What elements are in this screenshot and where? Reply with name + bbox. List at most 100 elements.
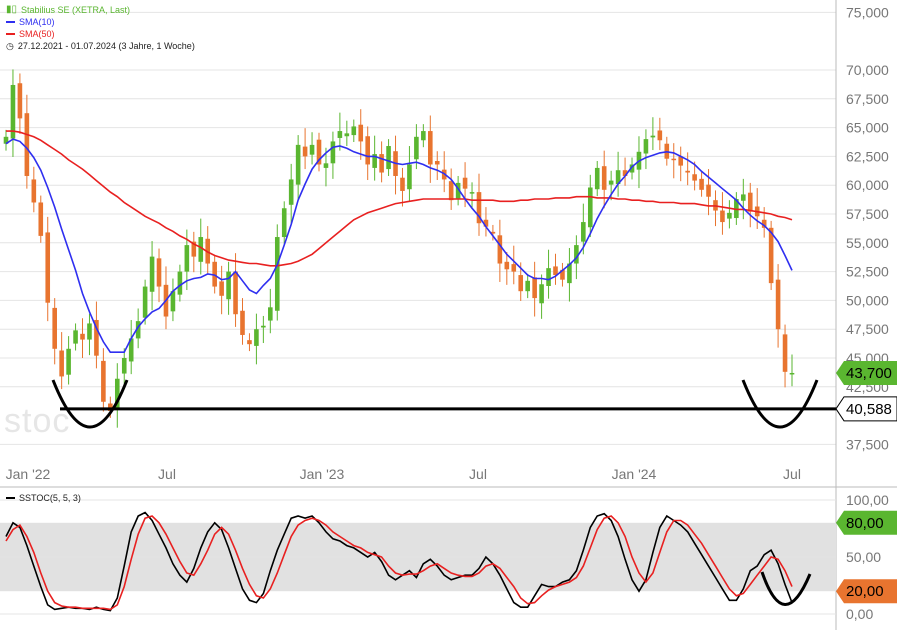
stochastic-gridlines: [0, 499, 836, 615]
candle-body: [761, 219, 767, 228]
candle-body: [720, 210, 725, 223]
candle-body: [3, 136, 9, 144]
candle-body: [80, 333, 85, 340]
candle-body: [108, 403, 113, 411]
candle-body: [400, 177, 405, 191]
candle-body: [330, 141, 336, 164]
candle-body: [643, 139, 649, 154]
price-tick-label: 70,000: [846, 62, 889, 78]
candle-body: [17, 83, 23, 119]
candle-body: [741, 194, 746, 201]
candle-body: [518, 275, 524, 292]
legend-symbol-label: Stabilius SE (XETRA, Last): [21, 5, 131, 15]
candle-body: [268, 307, 273, 321]
price-tick-label: 47,500: [846, 321, 889, 337]
last-price-badge-bg: [836, 360, 897, 385]
candle-body: [170, 291, 176, 312]
candle-body: [87, 323, 92, 340]
candle-body: [295, 144, 301, 185]
price-candles: [3, 69, 795, 428]
candle-body: [184, 245, 190, 272]
candle-body: [434, 161, 440, 165]
candle-body: [706, 184, 711, 197]
price-tick-label: 55,000: [846, 235, 889, 251]
candle-body: [657, 130, 663, 141]
candle-body: [316, 139, 322, 165]
candle-body: [594, 167, 600, 190]
candle-body: [288, 179, 294, 205]
candle-body: [567, 263, 572, 284]
candle-body: [504, 261, 510, 270]
axis-labels: 75,000 70,000 67,500 65,000 62,500 60,000 57,5…: [6, 4, 897, 622]
clock-icon: ◷: [6, 41, 14, 51]
candle-body: [629, 164, 635, 173]
oversold-badge-bg: [836, 579, 897, 604]
price-tick-label: 57,500: [846, 206, 889, 222]
last-price-badge-label: 43,700: [846, 365, 892, 382]
legend-sma10-label: SMA(10): [19, 17, 55, 27]
candle-body: [448, 181, 454, 201]
candle-body: [128, 338, 134, 362]
candle-body: [372, 154, 377, 168]
candle-body: [219, 281, 224, 296]
bowl-annotation-left: [51, 379, 129, 429]
sstoc-swatch: [6, 497, 15, 499]
legend-period-label: 27.12.2021 - 01.07.2024 (3 Jahre, 1 Woch…: [17, 41, 195, 51]
candle-body: [476, 192, 482, 224]
sma50-line: [6, 130, 793, 267]
candle-body: [73, 330, 78, 344]
price-tick-label: 62,500: [846, 148, 889, 164]
overbought-badge-bg: [836, 510, 897, 535]
candle-body: [671, 158, 677, 161]
price-tick-label: 67,500: [846, 91, 889, 107]
candle-body: [469, 192, 475, 194]
candle-body: [149, 256, 155, 292]
stochastic-tick-label: 0,00: [846, 606, 873, 622]
price-tick-label: 60,000: [846, 177, 889, 193]
candle-body: [379, 154, 384, 173]
candle-body: [497, 235, 503, 264]
candle-body: [414, 136, 419, 160]
price-tick-label: 75,000: [846, 4, 889, 20]
price-tick-label: 50,000: [846, 292, 889, 308]
candle-body: [59, 350, 64, 377]
candle-body: [191, 241, 197, 257]
stochastic-k-line: [5, 511, 793, 612]
candle-body: [10, 84, 16, 139]
legend-sma10: SMA(10): [6, 16, 195, 28]
candle-body: [546, 268, 551, 286]
candle-body: [734, 199, 739, 219]
candle-body: [233, 271, 238, 315]
candle-body: [212, 261, 217, 287]
price-tick-label: 65,000: [846, 120, 889, 136]
candle-body: [302, 146, 308, 157]
candle-body: [365, 136, 370, 165]
stochastic-lines: [5, 511, 812, 612]
candle-body: [45, 232, 51, 303]
candle-body: [24, 113, 30, 176]
stochastic-tick-label: 50,00: [846, 549, 881, 565]
price-legend: ▮▯ Stabilius SE (XETRA, Last) SMA(10) SM…: [6, 4, 195, 52]
candle-body: [539, 284, 544, 304]
overbought-badge-label: 80,00: [846, 515, 884, 532]
candle-body: [782, 334, 788, 372]
candle-body: [421, 131, 426, 141]
candle-body: [768, 227, 774, 284]
candle-body: [114, 378, 120, 410]
bowl-annotation-right: [741, 379, 819, 429]
candle-body: [323, 163, 329, 168]
candle-body: [727, 212, 732, 219]
candle-body: [121, 358, 127, 374]
candle-body: [650, 135, 656, 138]
date-tick-label: Jan '22: [6, 466, 51, 482]
bowl-annotation-stochastic: [760, 571, 812, 606]
annotation-bowls: [51, 379, 819, 429]
candle-body: [608, 180, 614, 185]
candle-body: [351, 126, 357, 136]
support-badge-bg: [835, 396, 897, 422]
price-tick-label: 52,500: [846, 264, 889, 280]
candle-body: [135, 321, 141, 339]
candle-body: [247, 340, 252, 345]
legend-symbol: ▮▯ Stabilius SE (XETRA, Last): [6, 4, 195, 16]
